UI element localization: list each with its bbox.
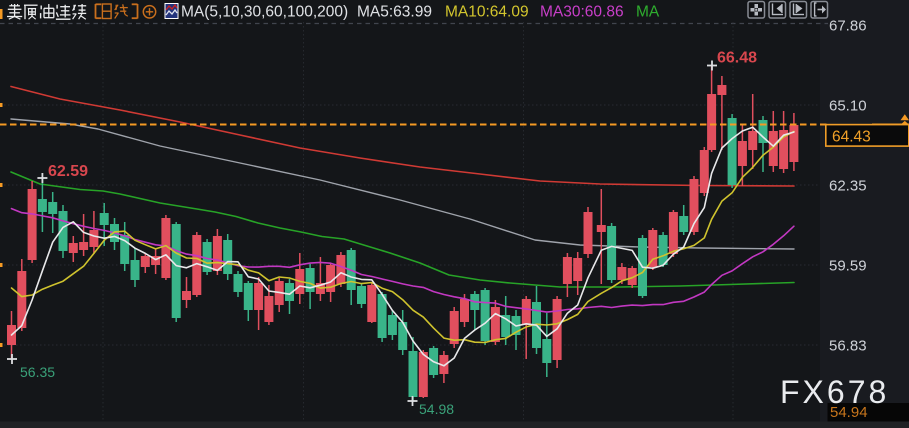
svg-text:66.48: 66.48 [717,50,757,67]
svg-text:67.86: 67.86 [829,18,867,35]
svg-text:MA10:64.09: MA10:64.09 [445,4,529,21]
svg-text:59.59: 59.59 [829,258,867,275]
svg-text:MA30:60.86: MA30:60.86 [540,4,624,21]
svg-text:54.94: 54.94 [830,404,868,421]
svg-text:62.35: 62.35 [829,178,867,195]
svg-text:65.10: 65.10 [829,98,867,115]
svg-text:56.83: 56.83 [829,338,867,355]
svg-text:62.59: 62.59 [48,163,88,180]
svg-text:MA(5,10,30,60,100,200): MA(5,10,30,60,100,200) [181,4,348,21]
svg-text:54.98: 54.98 [419,401,454,417]
svg-text:MA: MA [636,4,660,21]
svg-text:FX678: FX678 [780,374,889,410]
svg-text:64.43: 64.43 [832,129,871,146]
svg-text:56.35: 56.35 [20,364,55,380]
svg-text:MA5:63.99: MA5:63.99 [357,4,432,21]
